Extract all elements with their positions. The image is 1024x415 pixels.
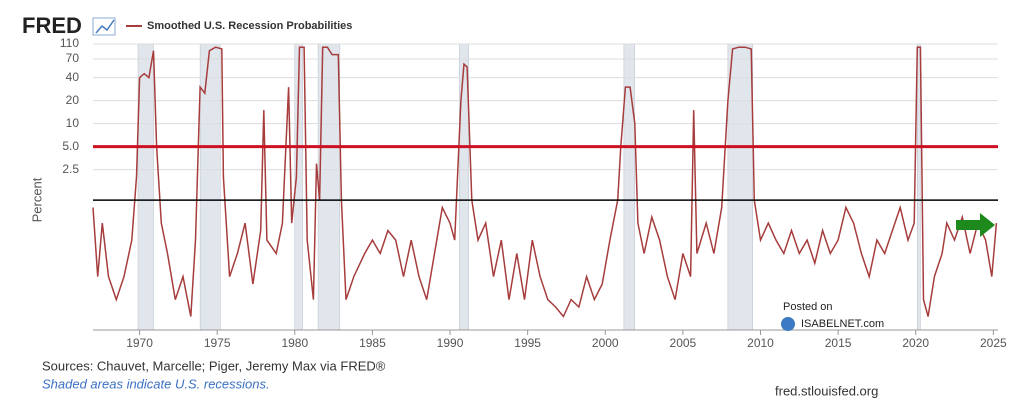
- x-tick-label: 2005: [670, 336, 697, 350]
- x-tick-label: 2015: [825, 336, 852, 350]
- series-line: [92, 46, 998, 318]
- y-tick-label: 70: [66, 51, 80, 65]
- x-tick-label: 1980: [281, 336, 308, 350]
- recession-band: [917, 43, 921, 331]
- recession-band: [199, 43, 221, 331]
- recession-band: [137, 43, 154, 331]
- note: Shaded areas indicate U.S. recessions.: [42, 376, 270, 391]
- x-tick-label: 1995: [514, 336, 541, 350]
- x-tick-label: 1985: [359, 336, 386, 350]
- arrow: [956, 213, 995, 237]
- y-axis-label: Percent: [29, 177, 44, 222]
- x-tick-label: 1975: [204, 336, 231, 350]
- y-tick-label: 10: [66, 116, 80, 130]
- y-tick-label: 2.5: [62, 162, 79, 176]
- y-tick-label: 110: [60, 36, 79, 50]
- logo: FRED: [22, 13, 82, 38]
- recession-band: [727, 43, 753, 331]
- x-tick-label: 1970: [126, 336, 153, 350]
- y-tick-label: 5.0: [62, 139, 79, 153]
- posted-on: Posted on: [783, 301, 833, 313]
- y-tick-label: 40: [66, 70, 80, 84]
- legend-label: Smoothed U.S. Recession Probabilities: [147, 20, 352, 32]
- y-tick-label: 20: [66, 93, 80, 107]
- watermark-icon: [781, 317, 795, 331]
- source: Sources: Chauvet, Marcelle; Piger, Jerem…: [42, 358, 386, 373]
- x-tick-label: 2020: [902, 336, 929, 350]
- logo-icon: [95, 19, 115, 34]
- x-tick-label: 2000: [592, 336, 619, 350]
- logo-box: [92, 17, 116, 36]
- watermark: ISABELNET.com: [801, 318, 884, 330]
- site: fred.stlouisfed.org: [775, 383, 878, 398]
- x-tick-label: 2010: [747, 336, 774, 350]
- x-tick-label: 2025: [980, 336, 1007, 350]
- x-tick-label: 1990: [437, 336, 464, 350]
